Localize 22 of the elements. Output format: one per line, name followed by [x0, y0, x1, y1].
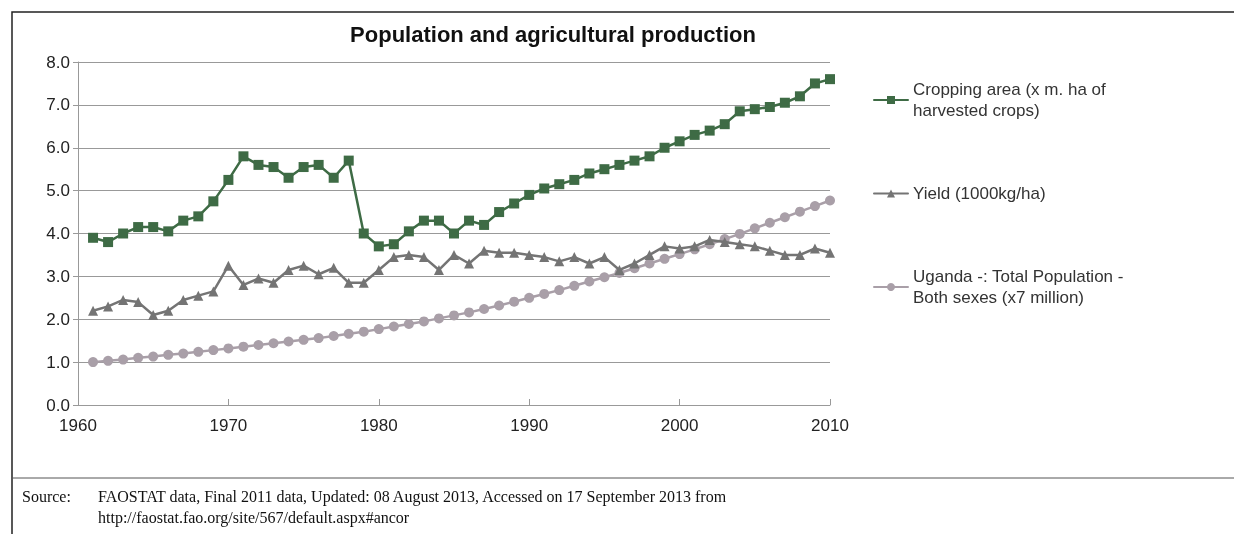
y-tick-label: 2.0: [46, 309, 70, 329]
x-tick-label: 1990: [510, 416, 549, 435]
y-tick-label: 8.0: [46, 52, 70, 72]
y-tick-label: 5.0: [46, 181, 70, 201]
chart-title: Population and agricultural production: [350, 21, 756, 47]
legend-label: Yield (1000kg/ha): [913, 184, 1046, 203]
legend-label: Uganda -: Total Population - Both sexes (x7 million): [913, 267, 1129, 307]
y-tick-label: 3.0: [46, 266, 70, 286]
x-tick-label: 2000: [660, 416, 699, 435]
x-tick-label: 1960: [59, 416, 97, 435]
x-tick-label: 1970: [209, 416, 248, 435]
source-note: Source:: [22, 487, 71, 505]
y-tick-label: 4.0: [46, 224, 70, 243]
text: FAOSTAT data, Final 2011 data, Updated: 08 August 2013, Accessed on 17 September 2013 from: [98, 487, 727, 506]
y-tick-label: 7.0: [46, 95, 70, 115]
y-tick-label: 6.0: [46, 138, 70, 158]
y-tick-label: 0.0: [46, 395, 70, 415]
x-tick-label: 1980: [359, 416, 398, 435]
x-tick-label: 2010: [811, 416, 849, 435]
text: http://faostat.fao.org/site/567/default.aspx#ancor: [98, 508, 410, 527]
y-tick-label: 1.0: [46, 352, 70, 372]
legend-label: Cropping area (x m. ha of harvested crops): [913, 80, 1111, 120]
